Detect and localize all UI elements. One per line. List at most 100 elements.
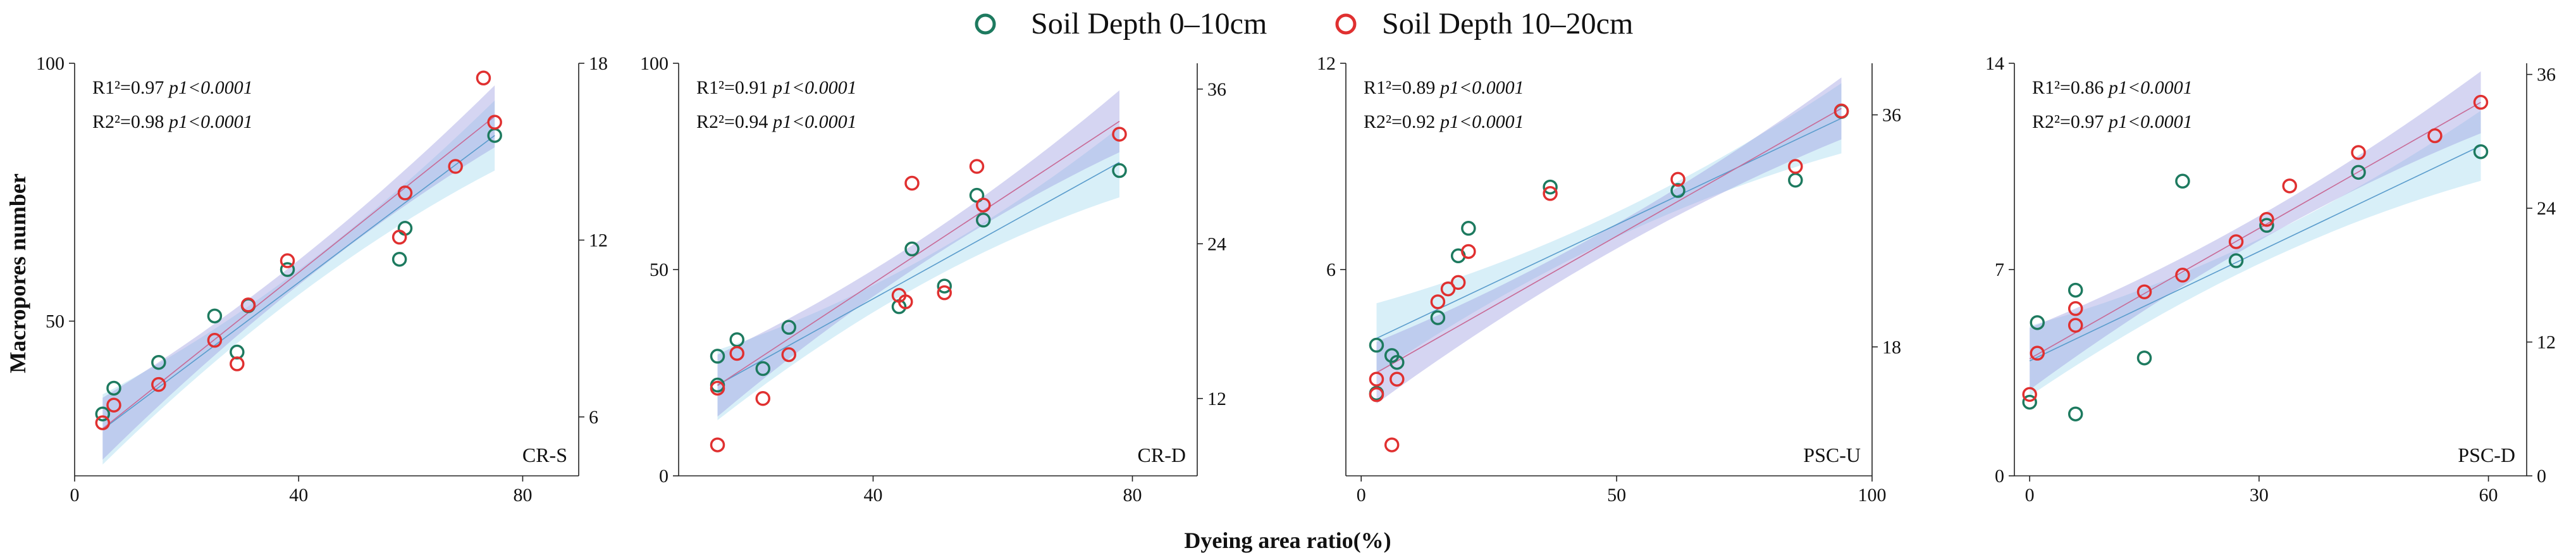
point-10-20cm xyxy=(781,347,796,363)
point-10-20cm xyxy=(106,397,121,413)
fit-line-1 xyxy=(717,161,1120,386)
point-10-20cm xyxy=(391,230,407,245)
point-10-20cm xyxy=(230,356,245,371)
point-0-10cm xyxy=(2351,165,2366,180)
x-tick-label: 60 xyxy=(2479,485,2498,506)
point-0-10cm xyxy=(2473,144,2489,159)
y-right-tick-label: 36 xyxy=(1882,105,1901,126)
point-10-20cm xyxy=(710,380,725,396)
x-tick-label: 30 xyxy=(2250,485,2269,506)
point-10-20cm xyxy=(976,197,991,213)
y-left-tick-label: 100 xyxy=(36,53,65,74)
point-10-20cm xyxy=(487,115,502,130)
y-left-tick-label: 50 xyxy=(650,259,669,280)
point-0-10cm xyxy=(2068,406,2083,421)
point-0-10cm xyxy=(1788,172,1803,188)
point-10-20cm xyxy=(969,159,985,174)
point-10-20cm xyxy=(904,175,920,191)
point-10-20cm xyxy=(151,376,166,392)
x-tick-label: 40 xyxy=(864,485,883,506)
stat-label-1: R1²=0.91 p1<0.0001 xyxy=(696,77,857,98)
point-10-20cm xyxy=(2175,268,2190,283)
point-0-10cm xyxy=(755,361,770,376)
point-10-20cm xyxy=(95,415,111,430)
legend-marker-10-20cm xyxy=(1335,13,1357,35)
panel-label: PSC-D xyxy=(2458,444,2515,466)
fit-line-1 xyxy=(2029,145,2481,362)
point-10-20cm xyxy=(2351,145,2366,160)
point-10-20cm xyxy=(1440,281,1456,297)
point-10-20cm xyxy=(1390,371,1405,387)
legend-label-0-10cm: Soil Depth 0–10cm xyxy=(1031,7,1267,40)
y-left-tick-label: 12 xyxy=(1317,53,1336,74)
y-right-tick-label: 12 xyxy=(1207,389,1226,409)
point-0-10cm xyxy=(1369,337,1384,353)
panel-psc-u: 0 50 100 6 12 18 36 R1²=0.89 p1<0.0001 R2²=0.92 … xyxy=(1317,53,1901,506)
point-0-10cm xyxy=(1112,163,1127,178)
y-left-tick-label: 0 xyxy=(1995,466,2004,487)
point-10-20cm xyxy=(2068,301,2083,316)
fit-line-1 xyxy=(1376,118,1842,339)
y-right-tick-label: 0 xyxy=(2537,466,2546,487)
point-10-20cm xyxy=(2228,234,2244,249)
fit-line-2 xyxy=(2029,101,2481,359)
x-tick-label: 40 xyxy=(289,485,308,506)
stat-label-1: R1²=0.86 p1<0.0001 xyxy=(2032,77,2193,98)
point-0-10cm xyxy=(2228,253,2244,268)
stat-label-1: R1²=0.89 p1<0.0001 xyxy=(1364,77,1524,98)
point-10-20cm xyxy=(2022,387,2037,402)
point-0-10cm xyxy=(1543,179,1558,195)
point-0-10cm xyxy=(2136,350,2152,366)
point-0-10cm xyxy=(280,262,295,277)
y-right-tick-label: 36 xyxy=(2537,65,2556,85)
y-left-tick-label: 14 xyxy=(1985,53,2004,74)
point-10-20cm xyxy=(476,70,491,86)
x-tick-label: 100 xyxy=(1858,485,1887,506)
stat-label-1: R1²=0.97 p1<0.0001 xyxy=(92,77,253,98)
point-0-10cm xyxy=(207,308,223,324)
point-0-10cm xyxy=(904,241,920,257)
point-10-20cm xyxy=(240,297,256,313)
stat-label-2: R2²=0.98 p1<0.0001 xyxy=(92,111,253,132)
point-10-20cm xyxy=(2136,284,2152,299)
point-10-20cm xyxy=(2030,345,2045,361)
point-10-20cm xyxy=(2259,211,2274,227)
x-axis-title: Dyeing area ratio(%) xyxy=(1184,528,1391,553)
point-0-10cm xyxy=(106,380,121,396)
panel-label: PSC-U xyxy=(1803,444,1861,466)
x-tick-label: 80 xyxy=(513,485,532,506)
fit-line-1 xyxy=(102,135,495,430)
y-left-tick-label: 50 xyxy=(46,311,65,332)
point-10-20cm xyxy=(1384,437,1400,452)
y-left-tick-label: 7 xyxy=(1995,259,2004,280)
y-right-tick-label: 24 xyxy=(2537,198,2556,219)
y-right-tick-label: 6 xyxy=(589,407,598,428)
point-10-20cm xyxy=(1450,275,1466,290)
stat-label-2: R2²=0.92 p1<0.0001 xyxy=(1364,111,1524,132)
fit-line-2 xyxy=(717,121,1120,387)
panel-cr-s: 0 40 80 50 100 6 12 18 R1²=0.97 p1<0.0001 R2²=0.9… xyxy=(36,53,608,506)
point-0-10cm xyxy=(1430,310,1446,325)
point-10-20cm xyxy=(280,253,295,268)
point-0-10cm xyxy=(95,406,111,421)
y-axis-title: Macropores number xyxy=(5,173,30,373)
point-0-10cm xyxy=(151,354,166,370)
point-0-10cm xyxy=(937,278,952,294)
y-left-tick-label: 6 xyxy=(1326,259,1336,280)
fit-line-2 xyxy=(1376,108,1842,373)
point-10-20cm xyxy=(1461,244,1476,259)
point-10-20cm xyxy=(2282,178,2297,194)
point-0-10cm xyxy=(1670,183,1685,198)
legend-label-10-20cm: Soil Depth 10–20cm xyxy=(1382,7,1633,40)
y-right-tick-label: 18 xyxy=(589,53,608,74)
point-10-20cm xyxy=(755,391,770,406)
panels: 0 40 80 50 100 6 12 18 R1²=0.97 p1<0.0001 R2²=0.9… xyxy=(36,53,2556,506)
point-10-20cm xyxy=(207,333,223,348)
y-right-tick-label: 18 xyxy=(1882,337,1901,358)
point-10-20cm xyxy=(2427,128,2443,144)
point-10-20cm xyxy=(2068,318,2083,333)
x-tick-label: 80 xyxy=(1123,485,1142,506)
point-10-20cm xyxy=(729,345,744,361)
point-10-20cm xyxy=(2473,94,2489,110)
fit-line-2 xyxy=(102,116,495,430)
